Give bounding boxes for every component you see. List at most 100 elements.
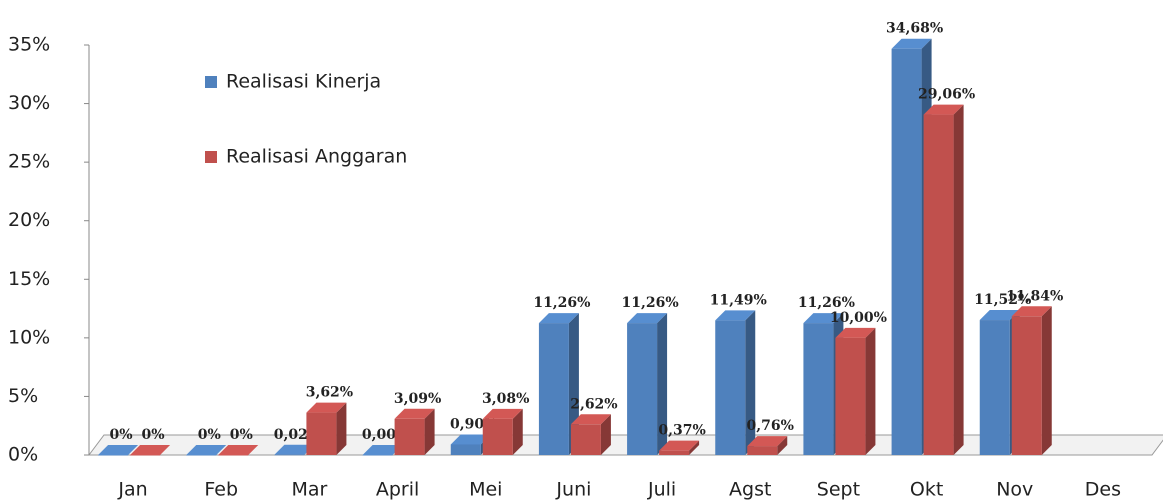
value-label: 0% xyxy=(230,427,253,443)
x-tick-label: Nov xyxy=(996,479,1033,500)
y-tick-label: 35% xyxy=(8,34,50,56)
bar-top xyxy=(538,313,579,324)
bar xyxy=(659,450,690,455)
y-tick-label: 15% xyxy=(8,268,50,290)
bar xyxy=(186,455,217,456)
bar-top xyxy=(274,444,315,455)
bar xyxy=(570,424,601,455)
value-label: 3,62% xyxy=(306,385,353,401)
value-label: 11,49% xyxy=(710,292,767,308)
y-tick-label: 0% xyxy=(8,444,38,466)
bar-side xyxy=(512,408,523,455)
x-tick-label: Feb xyxy=(204,479,238,500)
value-label: 11,52% xyxy=(974,292,1031,308)
y-tick-label: 5% xyxy=(8,385,38,407)
bar-top xyxy=(186,445,227,455)
y-tick-label: 20% xyxy=(8,209,50,231)
value-label: 0,76% xyxy=(747,418,794,434)
bar xyxy=(747,446,778,455)
bar-top xyxy=(835,327,876,338)
bar-side xyxy=(336,402,347,455)
x-tick-label: Mei xyxy=(469,479,502,500)
value-label: 0% xyxy=(198,427,221,443)
bar-side xyxy=(1041,306,1052,455)
value-label: 10,00% xyxy=(830,310,887,326)
x-tick-label: Agst xyxy=(729,479,771,500)
bar xyxy=(715,320,746,455)
value-label: 0% xyxy=(110,427,133,443)
bar-top xyxy=(306,402,347,413)
bar xyxy=(482,418,513,455)
bar-side xyxy=(689,440,700,455)
value-label: 29,06% xyxy=(918,87,975,103)
bar-top xyxy=(362,445,403,455)
bar xyxy=(98,455,129,456)
value-label: 11,26% xyxy=(533,295,590,311)
bar-side xyxy=(865,327,876,455)
bar xyxy=(274,454,305,456)
bar xyxy=(627,323,658,455)
x-tick-label: April xyxy=(376,479,419,500)
bar xyxy=(130,455,161,456)
bar-top xyxy=(450,434,491,445)
x-tick-label: Okt xyxy=(910,479,943,500)
value-label: 11,26% xyxy=(798,295,855,311)
bar-top xyxy=(747,436,788,447)
legend-label: Realisasi Anggaran xyxy=(226,146,407,168)
legend-swatch xyxy=(205,76,217,88)
x-tick-label: Jan xyxy=(117,479,147,500)
value-label: 3,09% xyxy=(394,391,441,407)
bar-top xyxy=(218,445,259,455)
y-tick-label: 30% xyxy=(8,92,50,114)
bar xyxy=(306,412,337,455)
bar xyxy=(835,337,866,455)
bar-top xyxy=(979,310,1020,321)
bar-side xyxy=(424,408,435,455)
bar xyxy=(803,323,834,455)
bar xyxy=(891,48,922,456)
bar xyxy=(394,418,425,455)
bar-side xyxy=(745,310,756,455)
bar-top xyxy=(98,445,139,455)
legend-label: Realisasi Kinerja xyxy=(226,71,381,93)
bar xyxy=(218,455,249,456)
bar xyxy=(979,320,1010,455)
bar-side xyxy=(657,313,668,455)
x-tick-label: Sept xyxy=(817,479,860,500)
bar xyxy=(450,444,481,455)
bar-side xyxy=(600,414,611,455)
x-tick-label: Juni xyxy=(555,479,591,500)
x-tick-label: Des xyxy=(1085,479,1121,500)
y-tick-label: 25% xyxy=(8,151,50,173)
x-tick-label: Mar xyxy=(291,479,327,500)
bar-side xyxy=(777,436,788,455)
bar-top xyxy=(659,440,700,451)
value-label: 2,62% xyxy=(570,396,617,412)
bar-top xyxy=(1011,306,1052,317)
y-tick-label: 10% xyxy=(8,326,50,348)
value-label: 34,68% xyxy=(886,21,943,37)
bar xyxy=(1011,316,1042,455)
x-tick-label: Juli xyxy=(647,479,676,500)
bar-top xyxy=(130,445,171,455)
legend-swatch xyxy=(205,151,217,163)
value-label: 11,26% xyxy=(622,295,679,311)
bar xyxy=(923,114,954,455)
bar-top xyxy=(715,310,756,321)
bar-top xyxy=(482,408,523,419)
bar-top xyxy=(627,313,668,324)
value-label: 0% xyxy=(142,427,165,443)
bar-top xyxy=(394,408,435,419)
value-label: 11,84% xyxy=(1006,288,1063,304)
value-label: 3,08% xyxy=(482,391,529,407)
bar-top xyxy=(570,414,611,425)
bar-top xyxy=(891,38,932,49)
bar-top xyxy=(803,313,844,324)
value-label: 0,37% xyxy=(658,423,705,439)
bar-top xyxy=(923,104,964,115)
bar xyxy=(362,455,393,456)
bar-side xyxy=(953,104,964,455)
bar xyxy=(538,323,569,455)
